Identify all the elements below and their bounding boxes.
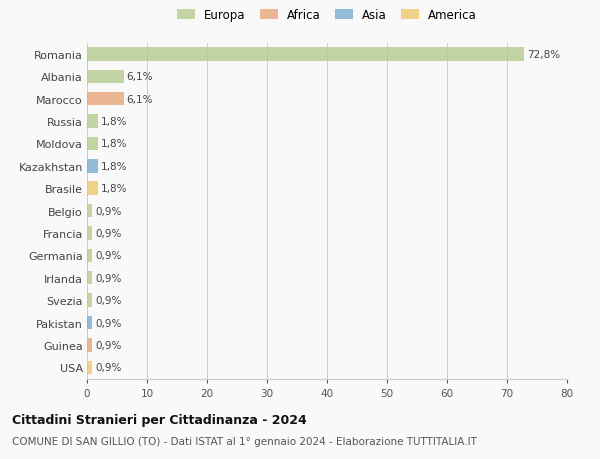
Text: 0,9%: 0,9% (95, 206, 122, 216)
Text: 0,9%: 0,9% (95, 318, 122, 328)
Bar (87, 316, 92, 330)
Bar (87, 137, 98, 151)
Text: 0,9%: 0,9% (95, 273, 122, 283)
Text: 0,9%: 0,9% (95, 340, 122, 350)
Text: 1,8%: 1,8% (101, 117, 127, 127)
Bar (87, 182, 98, 196)
Legend: Europa, Africa, Asia, America: Europa, Africa, Asia, America (175, 6, 479, 24)
Text: 6,1%: 6,1% (127, 72, 153, 82)
Bar (87, 204, 92, 218)
Bar (87, 93, 124, 106)
Bar (87, 338, 92, 352)
Bar (87, 294, 92, 307)
Text: 1,8%: 1,8% (101, 162, 127, 172)
Bar (87, 70, 124, 84)
Text: 1,8%: 1,8% (101, 184, 127, 194)
Text: 6,1%: 6,1% (127, 95, 153, 105)
Bar (87, 227, 92, 240)
Text: 0,9%: 0,9% (95, 229, 122, 239)
Bar (87, 160, 98, 173)
Bar (87, 361, 92, 374)
Text: Cittadini Stranieri per Cittadinanza - 2024: Cittadini Stranieri per Cittadinanza - 2… (12, 413, 307, 426)
Bar (87, 271, 92, 285)
Text: COMUNE DI SAN GILLIO (TO) - Dati ISTAT al 1° gennaio 2024 - Elaborazione TUTTITA: COMUNE DI SAN GILLIO (TO) - Dati ISTAT a… (12, 436, 477, 446)
Bar (87, 115, 98, 129)
Text: 0,9%: 0,9% (95, 251, 122, 261)
Bar (87, 249, 92, 263)
Text: 0,9%: 0,9% (95, 296, 122, 306)
Text: 72,8%: 72,8% (527, 50, 560, 60)
Text: 0,9%: 0,9% (95, 363, 122, 373)
Text: 1,8%: 1,8% (101, 139, 127, 149)
Bar (87, 48, 524, 62)
